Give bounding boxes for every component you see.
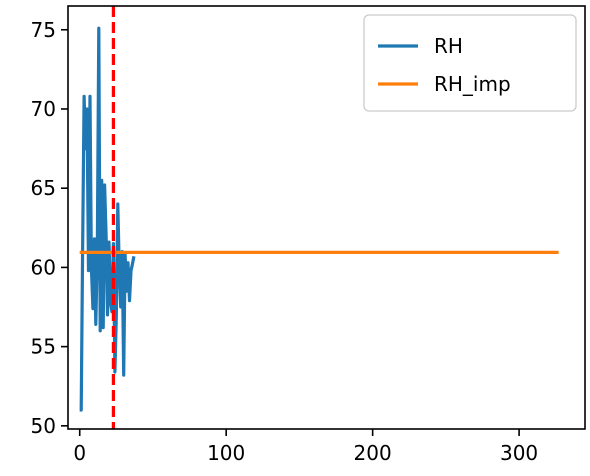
legend-box — [363, 14, 577, 112]
y-tick-label: 60 — [31, 255, 56, 279]
y-tick-label: 75 — [31, 18, 56, 42]
x-axis-ticks: 0 100 200 300 — [73, 429, 538, 465]
y-tick-label: 55 — [31, 335, 56, 359]
y-tick-label: 70 — [31, 97, 56, 121]
legend-label: RH — [434, 34, 463, 58]
legend-label: RH_imp — [434, 72, 511, 96]
x-tick-label: 100 — [207, 441, 245, 465]
plot-lines — [79, 26, 559, 412]
x-tick-label: 200 — [354, 441, 392, 465]
y-tick-label: 65 — [31, 176, 56, 200]
x-tick-label: 0 — [73, 441, 86, 465]
x-tick-label: 300 — [500, 441, 538, 465]
y-tick-label: 50 — [31, 414, 56, 438]
axes-frame — [67, 5, 586, 430]
y-axis-ticks: 50 55 60 65 70 75 — [31, 18, 68, 438]
series-line-rh — [79, 26, 136, 412]
legend: RH RH_imp — [363, 14, 577, 112]
